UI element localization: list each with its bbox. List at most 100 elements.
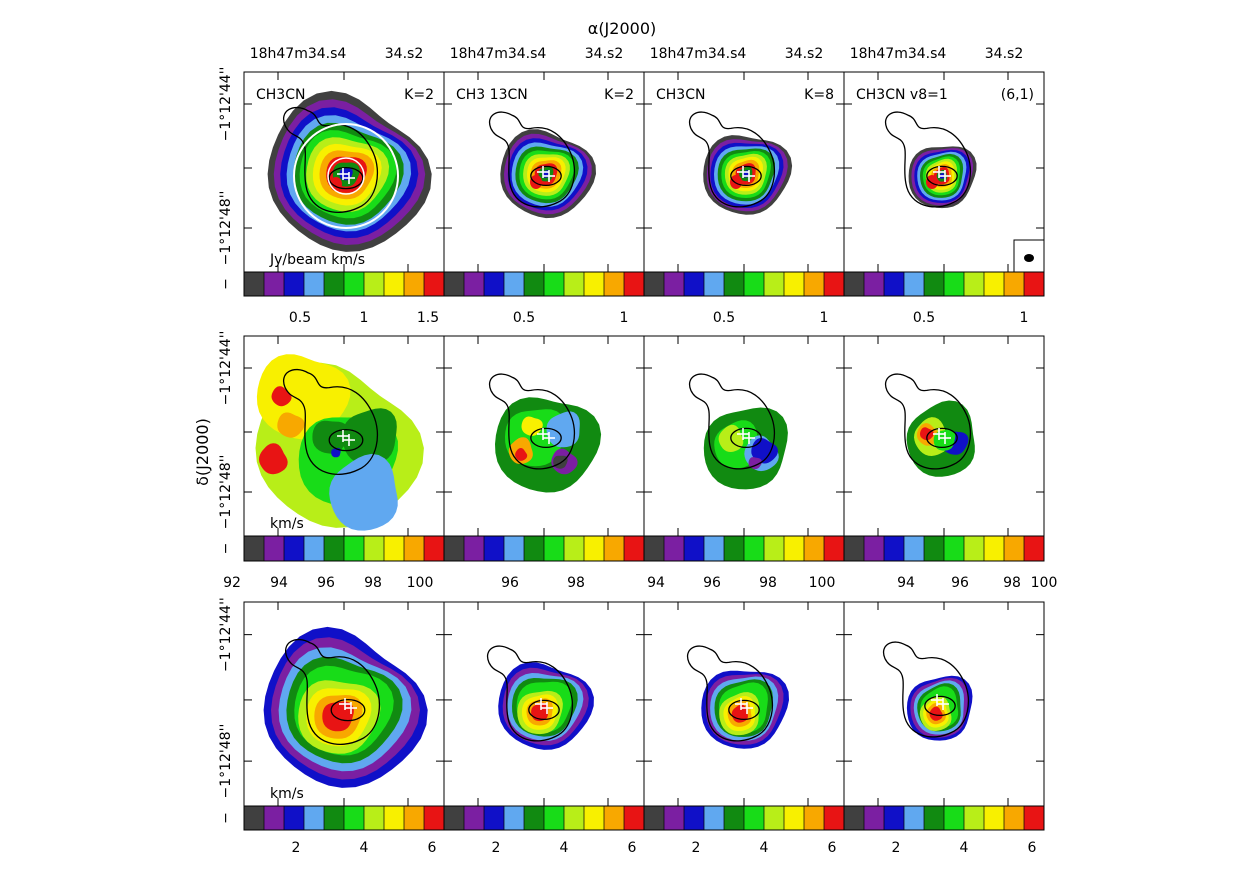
panel-r3-c1-colorbar-cell-4 — [324, 806, 345, 830]
panel-r2-c2-colorbar-cell-2 — [484, 536, 505, 561]
panel-r2-c1-patch-9 — [331, 447, 341, 458]
row-2-dec-label-1: −1°12'48'' — [218, 455, 234, 530]
panel-r1-c3-colorbar-cell-9 — [824, 272, 845, 296]
panel-r3-c1-colorbar-cell-6 — [364, 806, 385, 830]
panel-r2-c3-colorbar-cell-9 — [824, 536, 845, 561]
panel-r2-c2-colorbar-cell-7 — [584, 536, 605, 561]
panel-r1-c4-colorbar-tick-1: 1 — [1020, 310, 1029, 326]
panel-title-species-2: CH3 13CN — [456, 87, 528, 103]
panel-r3-c3-outer-contour — [686, 645, 773, 742]
panel-r1-c2-outer-contour — [488, 111, 575, 208]
panel-r3-c1-outer-contour — [285, 638, 381, 745]
panel-r1-c4-colorbar-cell-9 — [1024, 272, 1045, 296]
panel-r2-c2-colorbar-tick-1: 98 — [567, 575, 585, 591]
row-3-unit-label: km/s — [270, 786, 304, 802]
row-1-unit-label: Jy/beam km/s — [269, 252, 365, 268]
row-3-colorbar-dash: − — [218, 812, 234, 824]
panel-r1-c3-colorbar-cell-3 — [704, 272, 725, 296]
panel-r2-c1-colorbar-cell-8 — [404, 536, 425, 561]
panel-r2-c2-colorbar-cell-4 — [524, 536, 545, 561]
panel-r1-c2-colorbar-cell-0 — [444, 272, 465, 296]
panel-r1-c2-colorbar-cell-5 — [544, 272, 565, 296]
panel-title-transition-1: K=2 — [404, 87, 434, 103]
panel-r3-c3-map — [701, 670, 789, 749]
panel-r2-c1-patch-7 — [277, 412, 305, 438]
row-3-dec-label-1: −1°12'48'' — [218, 724, 234, 799]
panel-r1-c4-inner-contour — [926, 165, 958, 187]
panel-r3-c3-colorbar-cell-0 — [644, 806, 665, 830]
panel-r3-c2-inner-contour — [528, 699, 560, 721]
panel-r2-c1-patch-3 — [342, 408, 397, 465]
panel-r2-c1-colorbar-cell-5 — [344, 536, 365, 561]
panel-r1-c4-map — [908, 146, 977, 209]
panel-r1-c3-peak — [730, 175, 742, 189]
panel-r2-c2-patch-4 — [515, 448, 528, 461]
panel-r2-c4-colorbar-cell-6 — [964, 536, 985, 561]
panel-r1-c3-colorbar-tick-1: 1 — [820, 310, 829, 326]
panel-r2-c3-patch-5 — [748, 457, 762, 470]
panel-r3-c1-colorbar-tick-1: 4 — [360, 840, 369, 856]
panel-r1-c4-colorbar-cell-1 — [864, 272, 885, 296]
panel-r3-c2-colorbar-cell-0 — [444, 806, 465, 830]
panel-r2-c4-colorbar-cell-4 — [924, 536, 945, 561]
panel-r2-c1-patch-5 — [259, 443, 288, 475]
top-axis-title: α(J2000) — [588, 19, 656, 38]
panel-r2-c2-colorbar-cell-6 — [564, 536, 585, 561]
panel-r1-c3-colorbar-cell-2 — [684, 272, 705, 296]
panel-r3-c3-inner-contour — [728, 699, 760, 721]
panel-r1-c1-colorbar-cell-9 — [424, 272, 445, 296]
panel-r2-c3-colorbar-tick-1: 96 — [703, 575, 721, 591]
panel-r2-c1-colorbar-cell-1 — [264, 536, 285, 561]
panel-r3-c4-map — [906, 675, 973, 741]
panel-r2-c4-colorbar-cell-9 — [1024, 536, 1045, 561]
panel-r2-c1-colorbar-tick-2: 96 — [317, 575, 335, 591]
panel-r1-c1-colorbar-cell-0 — [244, 272, 265, 296]
panel-r1-c1-colorbar-cell-8 — [404, 272, 425, 296]
panel-r2-c4-colorbar-cell-3 — [904, 536, 925, 561]
row-3-dec-label-0: −1°12'44'' — [218, 597, 234, 672]
panel-r2-c1-colorbar-cell-3 — [304, 536, 325, 561]
panel-r2-c1-colorbar-cell-6 — [364, 536, 385, 561]
panel-r3-c3-colorbar-cell-9 — [824, 806, 845, 830]
row-1-colorbar-dash: − — [218, 278, 234, 290]
panel-r2-c2: 96 98 — [443, 335, 645, 591]
panel-r3-c4-colorbar-cell-5 — [944, 806, 965, 830]
panel-r3-c2-map — [498, 662, 594, 750]
panel-r2-c2-colorbar-cell-8 — [604, 536, 625, 561]
panel-r2-c4-inner-contour — [926, 427, 958, 449]
panel-r1-c4-colorbar-cell-7 — [984, 272, 1005, 296]
panel-r3-c3-colorbar-tick-1: 4 — [760, 840, 769, 856]
ra-label-left-4: 18h47m34.s4 — [850, 46, 947, 62]
panel-r3-c1-colorbar-cell-1 — [264, 806, 285, 830]
panel-r2-c4-colorbar-tick-3: 100 — [1031, 575, 1058, 591]
panel-r2-c3-colorbar-cell-1 — [664, 536, 685, 561]
panel-r3-c4: 2 4 6 — [843, 601, 1045, 856]
panel-r3-c4-colorbar-cell-3 — [904, 806, 925, 830]
panel-r2-c3-outer-contour — [688, 373, 775, 470]
panel-r3-c1-colorbar-tick-2: 6 — [428, 840, 437, 856]
panel-r1-c2-inner-contour — [530, 165, 562, 187]
panel-r1-c3-colorbar-cell-5 — [744, 272, 765, 296]
panel-r3-c3-colorbar-cell-6 — [764, 806, 785, 830]
panel-r3-c4-colorbar-cell-0 — [844, 806, 865, 830]
panel-r1-c2-colorbar-cell-4 — [524, 272, 545, 296]
inner-aperture-circle — [327, 157, 365, 195]
panel-r1-c2-colorbar-tick-0: 0.5 — [513, 310, 535, 326]
beam-ellipse — [1024, 254, 1034, 262]
panel-r1-c1-colorbar-cell-2 — [284, 272, 305, 296]
panel-r2-c2-colorbar-cell-5 — [544, 536, 565, 561]
primary-beam-circle — [293, 123, 399, 229]
panel-r2-c3-colorbar-tick-0: 94 — [647, 575, 665, 591]
panel-r3-c1-colorbar-cell-0 — [244, 806, 265, 830]
panel-r3-c2-colorbar-cell-7 — [584, 806, 605, 830]
panel-r1-c3-map — [703, 135, 793, 215]
panel-r2-c2-colorbar-cell-0 — [444, 536, 465, 561]
row-2-colorbar-dash: − — [218, 543, 234, 555]
panel-r2-c4-patch-3 — [920, 427, 934, 441]
panel-r1-c1-colorbar-tick-2: 1.5 — [417, 310, 439, 326]
panel-r2-c1-colorbar-tick-3: 98 — [364, 575, 382, 591]
panel-r1-c4-colorbar-cell-2 — [884, 272, 905, 296]
panel-r2-c2-map — [495, 397, 602, 493]
panel-r1-c4-colorbar-cell-0 — [844, 272, 865, 296]
